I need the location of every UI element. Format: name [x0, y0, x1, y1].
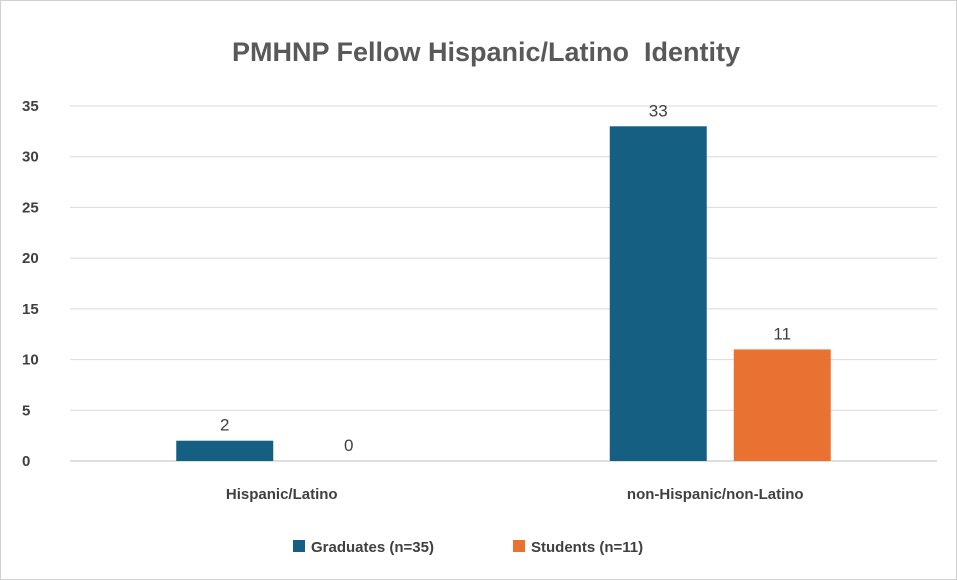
x-tick-label: Hispanic/Latino	[226, 486, 338, 503]
y-axis-ticks: 0 5 10 15 20 25 30 35	[22, 98, 39, 470]
y-tick-label: 35	[22, 98, 39, 115]
chart-title: PMHNP Fellow Hispanic/Latino Identity	[232, 37, 740, 67]
data-label: 11	[773, 324, 791, 343]
y-tick-label: 0	[22, 453, 30, 470]
y-tick-label: 25	[22, 199, 39, 216]
data-label: 33	[649, 101, 668, 120]
x-axis-ticks: Hispanic/Latino non-Hispanic/non-Latino	[226, 486, 804, 503]
bar	[176, 440, 274, 461]
bars	[176, 126, 831, 462]
x-tick-label: non-Hispanic/non-Latino	[627, 486, 804, 503]
y-tick-label: 10	[22, 352, 39, 369]
data-label: 0	[344, 436, 353, 455]
y-tick-label: 5	[22, 402, 30, 419]
legend-label: Graduates (n=35)	[311, 539, 434, 556]
y-tick-label: 15	[22, 301, 39, 318]
bar	[609, 126, 707, 462]
data-label: 2	[220, 416, 229, 435]
y-tick-label: 30	[22, 149, 39, 166]
legend-swatch	[293, 540, 305, 552]
data-labels: 2 0 33 11	[220, 101, 791, 455]
legend-label: Students (n=11)	[531, 539, 643, 556]
legend-swatch	[513, 540, 525, 552]
bar	[733, 349, 831, 461]
legend: Graduates (n=35) Students (n=11)	[293, 539, 643, 556]
y-tick-label: 20	[22, 250, 39, 267]
